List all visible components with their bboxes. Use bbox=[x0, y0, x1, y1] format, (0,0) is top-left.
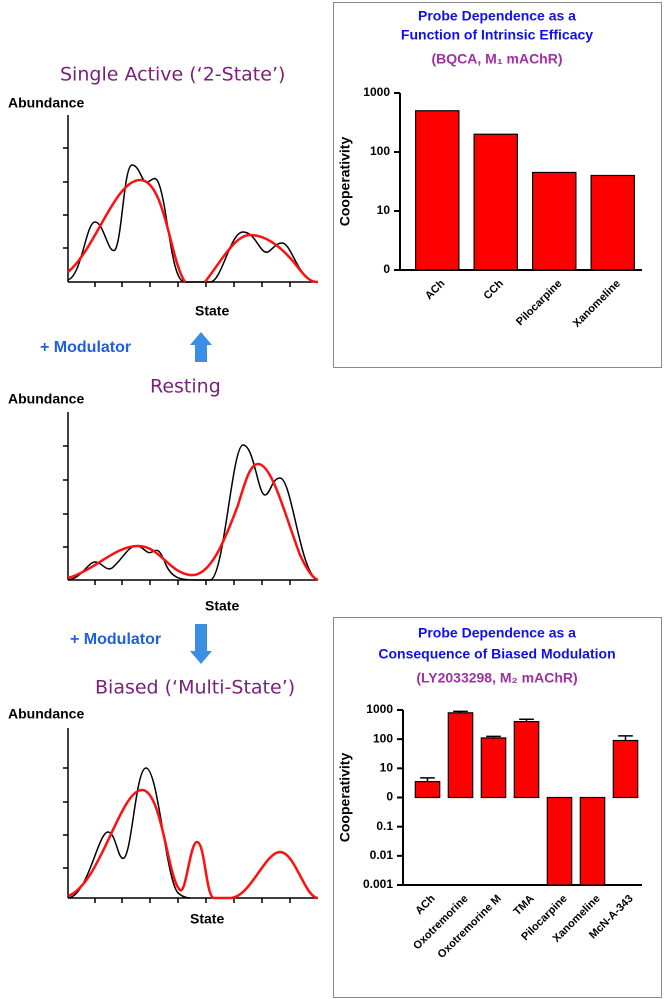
bar bbox=[414, 781, 441, 799]
chart-title: Probe Dependence as a bbox=[418, 625, 576, 641]
y-tick-label: 100 bbox=[373, 731, 393, 745]
chart-title: Function of Intrinsic Efficacy bbox=[401, 27, 593, 43]
chart-title: Consequence of Biased Modulation bbox=[378, 646, 615, 662]
curve bbox=[67, 462, 319, 582]
bar bbox=[590, 174, 635, 271]
bar bbox=[447, 712, 474, 799]
x-axis-label: State bbox=[195, 303, 229, 319]
y-axis-label: Cooperativity bbox=[337, 137, 353, 227]
y-axis-label: Cooperativity bbox=[337, 753, 353, 843]
y-tick-label: 1000 bbox=[363, 85, 390, 99]
axes bbox=[63, 728, 318, 903]
x-tick-label: ACh bbox=[423, 277, 448, 302]
y-tick-label: 0 bbox=[383, 262, 390, 276]
transition-label: + Modulator bbox=[40, 339, 131, 356]
y-tick-label: 1000 bbox=[366, 702, 393, 716]
curve bbox=[67, 444, 319, 581]
bar bbox=[473, 133, 518, 271]
arrow-up bbox=[190, 332, 212, 362]
axes bbox=[63, 115, 318, 287]
curve bbox=[67, 178, 319, 284]
y-tick-label: 0 bbox=[386, 790, 393, 804]
chart-frame bbox=[333, 2, 662, 368]
curve bbox=[67, 164, 319, 283]
state-label: Single Active (‘2-State’) bbox=[60, 64, 285, 86]
state-label: Biased (‘Multi-State’) bbox=[95, 677, 295, 699]
y-tick-label: 0.1 bbox=[376, 819, 393, 833]
x-axis-label: State bbox=[190, 911, 224, 927]
x-tick-label: Xanomeline bbox=[571, 278, 623, 330]
y-tick-label: 10 bbox=[380, 761, 394, 775]
arrow-down bbox=[190, 624, 212, 664]
chart-subtitle: (BQCA, M₁ mAChR) bbox=[432, 51, 563, 67]
y-axis-label: Abundance bbox=[8, 391, 84, 407]
error-bar bbox=[420, 777, 435, 782]
error-bar bbox=[486, 735, 501, 738]
bar bbox=[513, 721, 540, 799]
error-bar bbox=[618, 735, 633, 741]
curve bbox=[67, 788, 319, 900]
x-tick-label: TMA bbox=[511, 893, 536, 918]
bar bbox=[546, 796, 573, 886]
y-axis-label: Abundance bbox=[8, 95, 84, 111]
y-tick-label: 0.001 bbox=[363, 877, 393, 891]
x-tick-label: Oxotremorine M bbox=[436, 893, 504, 961]
bar bbox=[612, 739, 639, 799]
x-axis-label: State bbox=[205, 598, 239, 614]
bar bbox=[415, 110, 460, 271]
y-tick-label: 100 bbox=[370, 144, 390, 158]
state-label: Resting bbox=[150, 376, 221, 398]
x-tick-label: CCh bbox=[481, 277, 506, 302]
curve bbox=[67, 767, 191, 899]
chart-subtitle: (LY2033298, M₂ mAChR) bbox=[416, 670, 577, 686]
x-tick-label: Pilocarpine bbox=[514, 278, 564, 328]
error-bar bbox=[519, 718, 534, 722]
bar bbox=[579, 796, 606, 886]
y-tick-label: 0.01 bbox=[370, 848, 394, 862]
y-tick-label: 10 bbox=[377, 203, 391, 217]
chart-frame bbox=[333, 617, 662, 998]
bar bbox=[480, 737, 507, 799]
transition-label: + Modulator bbox=[70, 631, 161, 648]
x-tick-label: ACh bbox=[413, 892, 438, 917]
y-axis-label: Abundance bbox=[8, 706, 84, 722]
error-bar bbox=[453, 710, 468, 713]
chart-title: Probe Dependence as a bbox=[418, 8, 576, 24]
bar bbox=[532, 171, 577, 271]
